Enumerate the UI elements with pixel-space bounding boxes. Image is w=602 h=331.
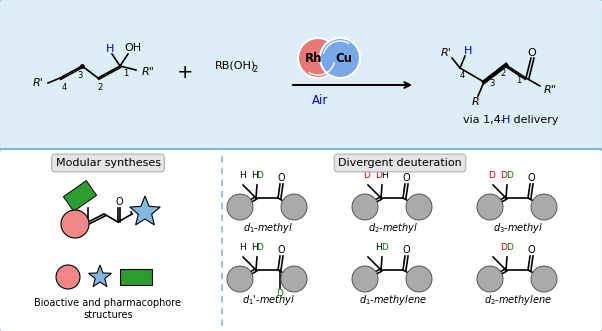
Circle shape [298, 38, 338, 78]
Circle shape [352, 266, 378, 292]
Text: H: H [376, 243, 382, 252]
Text: H: H [238, 170, 246, 179]
Text: 3: 3 [489, 79, 495, 88]
Text: R": R" [142, 67, 155, 77]
Text: O: O [402, 173, 410, 183]
Text: H: H [250, 170, 258, 179]
Circle shape [531, 194, 557, 220]
Text: 2: 2 [500, 69, 506, 78]
Text: D: D [256, 243, 264, 252]
Text: $d_2$-methyl: $d_2$-methyl [368, 221, 418, 235]
Circle shape [531, 266, 557, 292]
Text: H: H [238, 243, 246, 252]
Text: H: H [106, 44, 114, 54]
Text: O: O [277, 173, 285, 183]
Text: D: D [506, 243, 514, 252]
Text: 2: 2 [252, 66, 258, 74]
Text: O: O [527, 245, 535, 255]
Text: Air: Air [312, 93, 328, 107]
Polygon shape [88, 265, 111, 287]
Text: D: D [500, 243, 507, 252]
Text: 4: 4 [459, 71, 465, 80]
Text: 2: 2 [98, 82, 102, 91]
Circle shape [477, 266, 503, 292]
Text: H: H [464, 46, 472, 56]
Text: H: H [502, 115, 510, 125]
Polygon shape [120, 269, 152, 285]
Text: 4: 4 [61, 82, 67, 91]
Circle shape [320, 38, 360, 78]
Circle shape [281, 194, 307, 220]
Circle shape [61, 210, 89, 238]
Text: $d_3$-methyl: $d_3$-methyl [493, 221, 543, 235]
FancyBboxPatch shape [0, 149, 602, 331]
Text: D: D [364, 170, 370, 179]
Text: Rh: Rh [305, 52, 323, 65]
Text: O: O [527, 173, 535, 183]
Text: D: D [382, 243, 388, 252]
Text: $d_1$'-methyl: $d_1$'-methyl [241, 293, 294, 307]
Polygon shape [130, 196, 160, 225]
Text: R': R' [441, 48, 452, 58]
Text: $d_1$-methylene: $d_1$-methylene [359, 293, 427, 307]
Text: D: D [500, 170, 507, 179]
Polygon shape [63, 181, 97, 212]
Circle shape [406, 266, 432, 292]
Text: 1: 1 [123, 70, 129, 78]
Text: delivery: delivery [510, 115, 559, 125]
Circle shape [227, 194, 253, 220]
Circle shape [477, 194, 503, 220]
Text: R": R" [544, 85, 557, 95]
Text: Divergent deuteration: Divergent deuteration [338, 158, 462, 168]
Text: D: D [256, 170, 264, 179]
Text: O: O [277, 245, 285, 255]
Text: Cu: Cu [335, 52, 353, 65]
Text: R': R' [33, 78, 43, 88]
Text: O: O [527, 48, 536, 58]
Circle shape [56, 265, 80, 289]
Text: D: D [276, 290, 284, 299]
Text: RB(OH): RB(OH) [215, 60, 256, 70]
Text: +: + [177, 63, 193, 81]
Circle shape [352, 194, 378, 220]
Text: OH: OH [125, 43, 141, 53]
Text: $d_1$-methyl: $d_1$-methyl [243, 221, 293, 235]
FancyBboxPatch shape [0, 0, 602, 153]
Text: structures: structures [83, 310, 133, 320]
Text: via 1,4-: via 1,4- [463, 115, 504, 125]
Text: O: O [115, 197, 123, 207]
Circle shape [281, 266, 307, 292]
Text: R: R [472, 97, 480, 107]
Text: D: D [376, 170, 382, 179]
Circle shape [406, 194, 432, 220]
Text: Modular syntheses: Modular syntheses [55, 158, 161, 168]
Text: D: D [489, 170, 495, 179]
Text: D: D [506, 170, 514, 179]
Text: 1: 1 [517, 76, 521, 85]
Text: $d_2$-methylene: $d_2$-methylene [484, 293, 552, 307]
Text: H: H [250, 243, 258, 252]
Text: Bioactive and pharmacophore: Bioactive and pharmacophore [34, 298, 181, 308]
Text: O: O [402, 245, 410, 255]
Text: H: H [382, 170, 388, 179]
Text: 3: 3 [77, 71, 82, 80]
Circle shape [227, 266, 253, 292]
